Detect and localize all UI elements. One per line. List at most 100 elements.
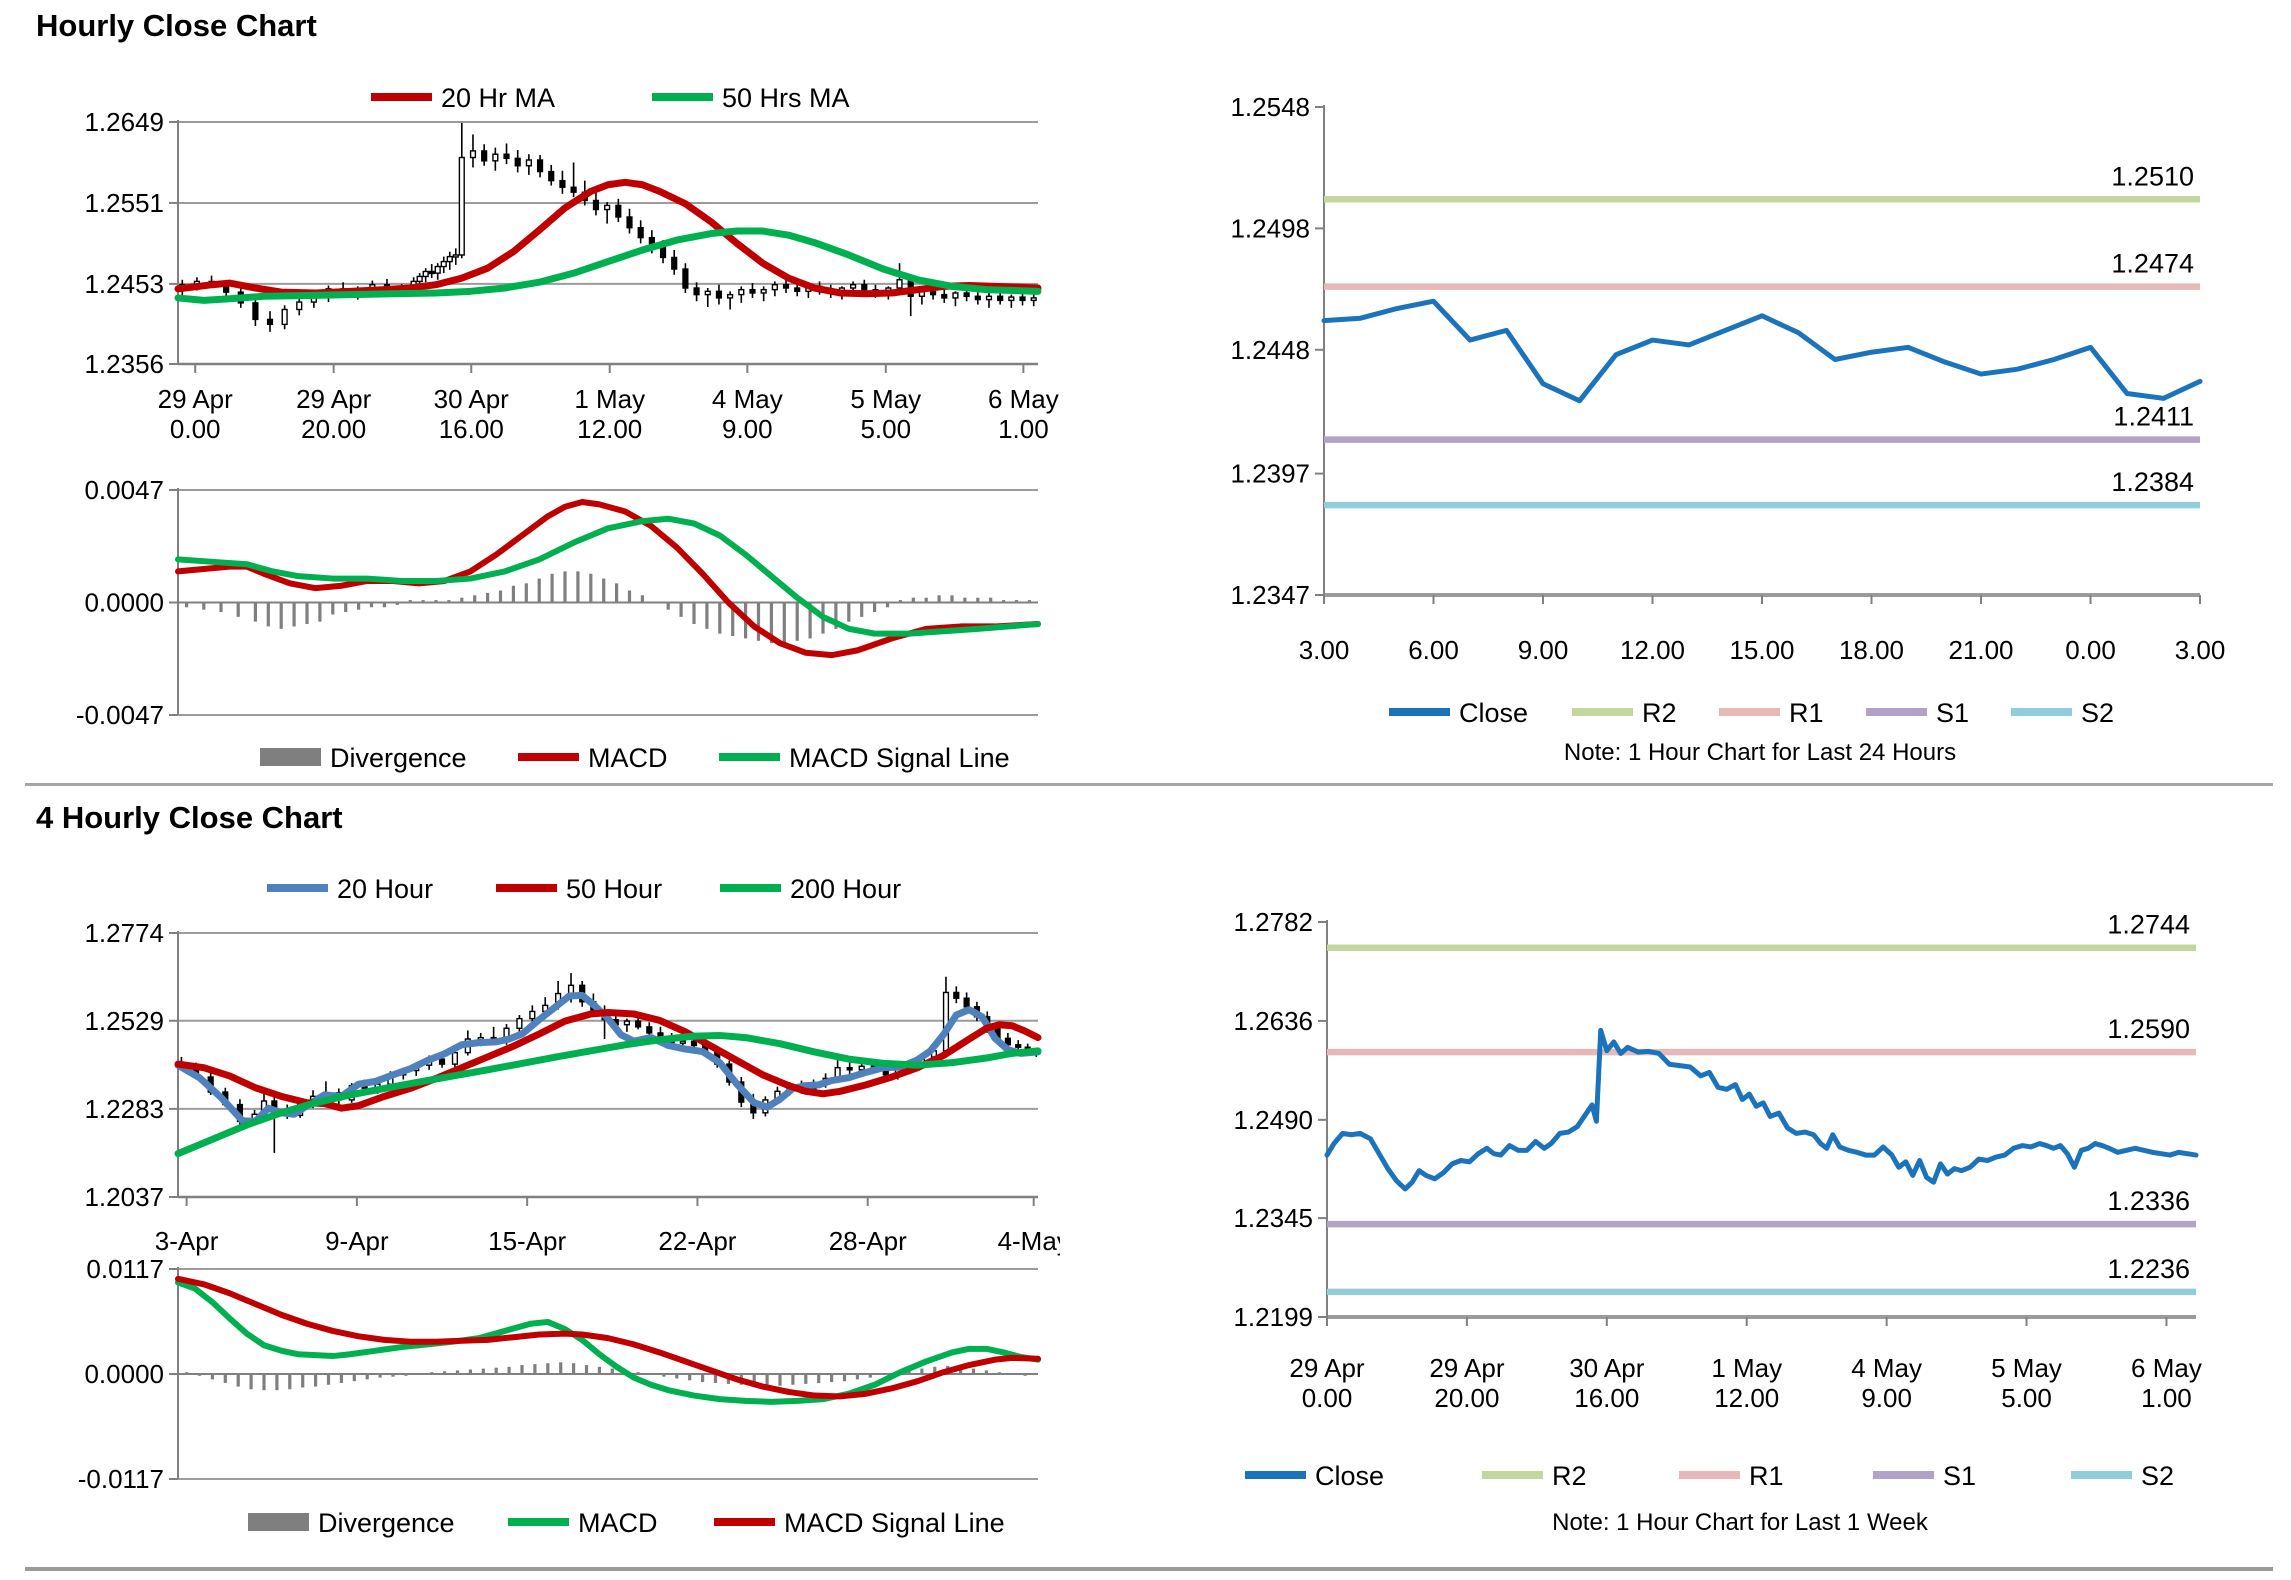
- svg-text:0.00: 0.00: [170, 414, 221, 444]
- svg-text:S1: S1: [1943, 1461, 1976, 1491]
- svg-text:S2: S2: [2081, 698, 2114, 728]
- svg-text:Note: 1 Hour Chart for Last 1: Note: 1 Hour Chart for Last 1 Week: [1552, 1509, 1929, 1536]
- svg-text:50 Hour: 50 Hour: [566, 874, 662, 904]
- page-title-hourly: Hourly Close Chart: [36, 8, 317, 43]
- svg-text:12.00: 12.00: [577, 414, 642, 444]
- svg-text:1.2490: 1.2490: [1233, 1105, 1313, 1135]
- svg-text:9-Apr: 9-Apr: [325, 1226, 389, 1256]
- svg-text:1.2453: 1.2453: [84, 269, 164, 299]
- svg-text:15.00: 15.00: [1729, 635, 1794, 665]
- svg-text:29 Apr: 29 Apr: [1289, 1353, 1365, 1383]
- svg-text:1.2448: 1.2448: [1230, 335, 1310, 365]
- svg-text:1.2529: 1.2529: [84, 1006, 164, 1036]
- svg-text:1.2384: 1.2384: [2111, 467, 2194, 497]
- svg-text:1.2347: 1.2347: [1230, 580, 1310, 610]
- svg-text:MACD: MACD: [578, 1508, 658, 1538]
- chartD-svg: 1.2774 1.2529 1.2283 1.2037 3-Apr 9-Apr 15-Apr…: [84, 874, 1069, 1256]
- svg-text:1.2744: 1.2744: [2107, 910, 2190, 940]
- svg-text:S2: S2: [2141, 1461, 2174, 1491]
- svg-text:R1: R1: [1749, 1461, 1784, 1491]
- svg-text:-0.0117: -0.0117: [78, 1464, 164, 1494]
- svg-text:50 Hrs MA: 50 Hrs MA: [722, 83, 850, 113]
- svg-text:Divergence: Divergence: [318, 1508, 455, 1538]
- svg-text:22-Apr: 22-Apr: [658, 1226, 736, 1256]
- svg-text:Divergence: Divergence: [330, 743, 467, 773]
- svg-text:29 Apr: 29 Apr: [158, 384, 234, 414]
- svg-text:5.00: 5.00: [860, 414, 911, 444]
- chartC-svg: 1.2548 1.2498 1.2448 1.2397 1.2347 3.00 6.00 9.…: [1230, 92, 2226, 766]
- svg-text:R2: R2: [1642, 698, 1677, 728]
- svg-text:6 May: 6 May: [2131, 1353, 2202, 1383]
- svg-text:16.00: 16.00: [439, 414, 504, 444]
- svg-text:30 Apr: 30 Apr: [434, 384, 510, 414]
- svg-text:MACD: MACD: [588, 743, 668, 773]
- hourly-candlestick-chart: 1.2649 1.2551 1.2453 1.2356 29 Apr 0.00 29 Apr…: [30, 50, 1060, 450]
- svg-text:3.00: 3.00: [2175, 635, 2226, 665]
- svg-text:0.00: 0.00: [2065, 635, 2116, 665]
- section-divider: [25, 783, 2273, 786]
- svg-text:0.00: 0.00: [1302, 1383, 1353, 1413]
- svg-text:Close: Close: [1459, 698, 1528, 728]
- chartF-svg: 1.2782 1.2636 1.2490 1.2345 1.2199 29 Apr0.00…: [1233, 907, 2202, 1536]
- hourly-macd-chart: 0.0047 0.0000 -0.0047 Divergence MACD MACD Si…: [30, 445, 1060, 780]
- svg-text:0.0000: 0.0000: [84, 1359, 164, 1389]
- svg-text:1.2510: 1.2510: [2111, 161, 2194, 191]
- svg-text:1.2498: 1.2498: [1230, 213, 1310, 243]
- svg-text:Note: 1 Hour Chart for Last 24: Note: 1 Hour Chart for Last 24 Hours: [1564, 739, 1956, 766]
- page-title-4hourly: 4 Hourly Close Chart: [36, 800, 343, 835]
- svg-text:0.0000: 0.0000: [84, 588, 164, 618]
- svg-text:21.00: 21.00: [1948, 635, 2013, 665]
- svg-text:1.2782: 1.2782: [1233, 907, 1313, 937]
- svg-text:0.0117: 0.0117: [86, 1254, 164, 1284]
- svg-text:28-Apr: 28-Apr: [829, 1226, 907, 1256]
- chartE-svg: 0.0117 0.0000 -0.0117 Divergence MACD MACD Si…: [78, 1254, 1041, 1538]
- svg-text:4 May: 4 May: [1851, 1353, 1922, 1383]
- svg-text:1.2774: 1.2774: [84, 918, 164, 948]
- svg-text:12.00: 12.00: [1620, 635, 1685, 665]
- svg-text:1.00: 1.00: [998, 414, 1049, 444]
- svg-text:1.2336: 1.2336: [2107, 1186, 2190, 1216]
- chartB-svg: 0.0047 0.0000 -0.0047 Divergence MACD MACD Si…: [76, 475, 1041, 773]
- svg-text:1.2590: 1.2590: [2107, 1014, 2190, 1044]
- svg-text:1.2397: 1.2397: [1230, 459, 1310, 489]
- svg-text:MACD Signal Line: MACD Signal Line: [784, 1508, 1005, 1538]
- svg-text:1.2411: 1.2411: [2113, 402, 2194, 432]
- svg-text:1.00: 1.00: [2141, 1383, 2192, 1413]
- svg-text:6.00: 6.00: [1408, 635, 1459, 665]
- svg-text:R2: R2: [1552, 1461, 1587, 1491]
- 4hourly-candlestick-chart: 1.2774 1.2529 1.2283 1.2037 3-Apr 9-Apr 15-Apr…: [30, 860, 1069, 1260]
- svg-text:200 Hour: 200 Hour: [790, 874, 901, 904]
- svg-text:15-Apr: 15-Apr: [488, 1226, 566, 1256]
- svg-text:20 Hr MA: 20 Hr MA: [441, 83, 555, 113]
- svg-text:1.2236: 1.2236: [2107, 1254, 2190, 1284]
- svg-text:1.2199: 1.2199: [1233, 1302, 1313, 1332]
- svg-text:20.00: 20.00: [1434, 1383, 1499, 1413]
- svg-text:30 Apr: 30 Apr: [1569, 1353, 1645, 1383]
- svg-text:20 Hour: 20 Hour: [337, 874, 433, 904]
- candles-layer: [179, 122, 1037, 332]
- svg-text:9.00: 9.00: [722, 414, 773, 444]
- svg-text:9.00: 9.00: [1861, 1383, 1912, 1413]
- svg-text:0.0047: 0.0047: [84, 475, 164, 505]
- svg-text:6 May: 6 May: [988, 384, 1059, 414]
- svg-text:1.2037: 1.2037: [84, 1182, 164, 1212]
- svg-text:-0.0047: -0.0047: [76, 700, 164, 730]
- hourly-pivot-levels-chart: 1.2548 1.2498 1.2448 1.2397 1.2347 3.00 6.00 9.…: [1150, 60, 2291, 778]
- svg-text:1.2636: 1.2636: [1233, 1006, 1313, 1036]
- svg-text:1.2345: 1.2345: [1233, 1203, 1313, 1233]
- svg-text:5 May: 5 May: [1991, 1353, 2062, 1383]
- svg-text:12.00: 12.00: [1714, 1383, 1779, 1413]
- svg-text:MACD Signal Line: MACD Signal Line: [789, 743, 1010, 773]
- divergence-bars: [185, 571, 1031, 644]
- svg-text:1.2474: 1.2474: [2111, 249, 2194, 279]
- svg-text:16.00: 16.00: [1574, 1383, 1639, 1413]
- svg-text:1.2548: 1.2548: [1230, 92, 1310, 122]
- svg-text:R1: R1: [1789, 698, 1824, 728]
- svg-text:20.00: 20.00: [301, 414, 366, 444]
- svg-text:1 May: 1 May: [1711, 1353, 1782, 1383]
- svg-text:3-Apr: 3-Apr: [155, 1226, 219, 1256]
- bottom-divider: [25, 1567, 2273, 1571]
- svg-text:5.00: 5.00: [2001, 1383, 2052, 1413]
- 4hourly-macd-chart: 0.0117 0.0000 -0.0117 Divergence MACD MACD Si…: [30, 1253, 1060, 1558]
